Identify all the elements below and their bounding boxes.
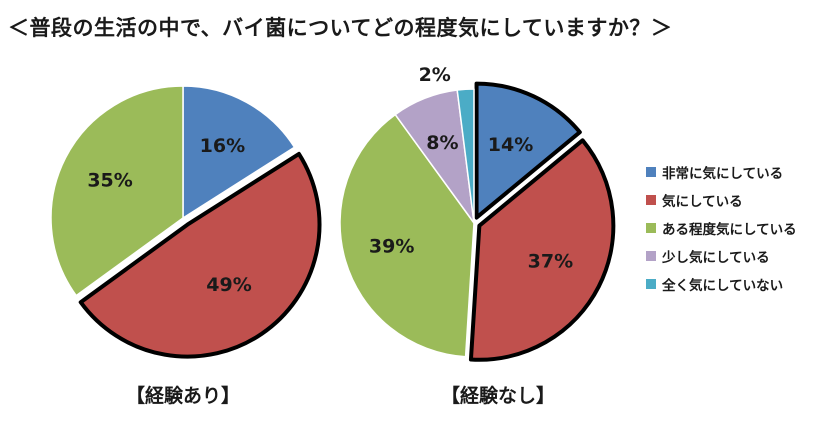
pie-slice-label: 49% — [206, 274, 251, 296]
pie-caption-with-experience: 【経験あり】 — [126, 384, 240, 407]
legend-swatch — [646, 223, 656, 233]
legend-item: 全く気にしていない — [646, 270, 797, 298]
pie-slice — [456, 88, 475, 224]
pie-slice — [474, 81, 582, 220]
legend-swatch — [646, 167, 656, 177]
pie-slice — [50, 85, 184, 297]
pie-chart-without-experience: 14% 37% 39% 8% 2% — [339, 64, 616, 362]
legend-item: 非常に気にしている — [646, 158, 797, 186]
pie-caption-without-experience: 【経験なし】 — [441, 384, 555, 407]
legend-item: ある程度気にしている — [646, 214, 797, 242]
legend-swatch — [646, 279, 656, 289]
legend-label: 非常に気にしている — [662, 166, 784, 182]
legend-label: ある程度気にしている — [662, 222, 797, 238]
legend-label: 少し気にしている — [662, 250, 770, 266]
legend-label: 全く気にしていない — [662, 278, 784, 294]
pie-slice-label: 2% — [419, 64, 451, 86]
pie-slice-label: 39% — [369, 235, 414, 257]
pie-slice-label: 14% — [488, 134, 533, 156]
legend-item: 少し気にしている — [646, 242, 797, 270]
pie-slice — [468, 138, 616, 362]
pie-slice — [182, 85, 296, 219]
pie-slice-label: 8% — [426, 132, 458, 154]
pie-slice-label: 35% — [87, 169, 132, 191]
chart-title: ＜普段の生活の中で、バイ菌についてどの程度気にしていますか？＞ — [8, 16, 673, 40]
legend-swatch — [646, 195, 656, 205]
pie-slice-label: 37% — [528, 250, 573, 272]
pie-chart-with-experience: 16% 49% 35% — [50, 85, 322, 359]
legend: 非常に気にしている 気にしている ある程度気にしている 少し気にしている 全く気… — [646, 158, 797, 298]
pie-slice — [339, 113, 475, 358]
legend-item: 気にしている — [646, 186, 797, 214]
legend-label: 気にしている — [662, 194, 743, 210]
pie-slice — [78, 151, 322, 359]
legend-swatch — [646, 251, 656, 261]
pie-slice-label: 16% — [200, 135, 245, 157]
